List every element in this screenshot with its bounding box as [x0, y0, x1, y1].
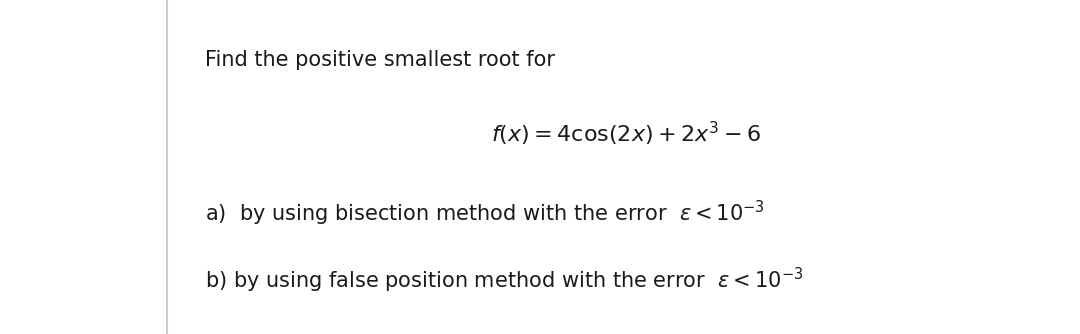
Text: a)  by using bisection method with the error  $\varepsilon < 10^{-3}$: a) by using bisection method with the er…: [205, 199, 766, 228]
Text: b) by using false position method with the error  $\varepsilon < 10^{-3}$: b) by using false position method with t…: [205, 266, 804, 295]
Text: $f(x) = 4\mathrm{cos}(2x) + 2x^3 - 6$: $f(x) = 4\mathrm{cos}(2x) + 2x^3 - 6$: [491, 120, 761, 148]
Text: Find the positive smallest root for: Find the positive smallest root for: [205, 50, 555, 70]
